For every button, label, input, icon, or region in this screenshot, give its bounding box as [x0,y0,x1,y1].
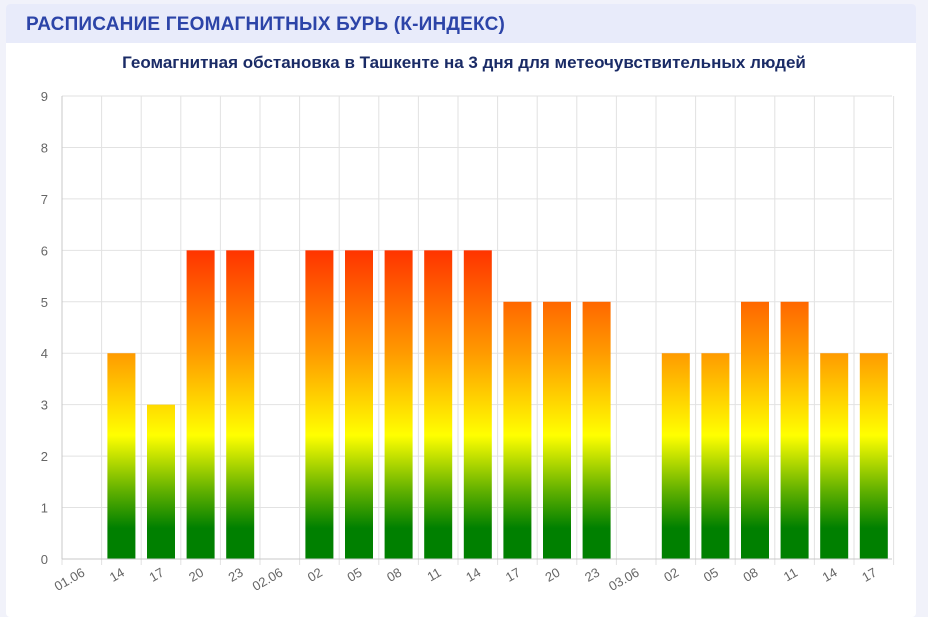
x-tick-label: 08 [740,565,760,585]
x-tick-label: 05 [701,565,721,585]
y-tick-label: 1 [41,501,48,516]
y-tick-label: 5 [41,295,48,310]
x-tick-label: 20 [542,565,562,585]
bar[interactable] [384,250,413,560]
bar[interactable] [147,404,175,559]
x-tick-label: 17 [146,565,166,585]
bar[interactable] [582,301,611,559]
chart-title: Геомагнитная обстановка в Ташкенте на 3 … [122,53,806,72]
x-tick-label: 03.06 [606,565,642,594]
y-tick-label: 7 [41,192,48,207]
y-tick-label: 0 [41,552,48,567]
bar[interactable] [226,250,255,560]
x-tick-label: 01.06 [52,565,88,594]
x-tick-label: 14 [820,565,840,585]
x-tick-label: 02 [305,565,325,585]
bar[interactable] [305,250,334,560]
bar[interactable] [543,301,571,559]
y-axis: 0 1 2 3 4 5 6 7 8 9 [41,89,63,567]
bar[interactable] [661,353,690,559]
y-tick-label: 4 [41,346,48,361]
x-tick-label: 05 [344,565,364,585]
bar[interactable] [859,353,888,559]
x-tick-label: 17 [503,565,523,585]
bar[interactable] [345,250,373,560]
y-tick-label: 9 [41,89,48,104]
y-tick-label: 2 [41,449,48,464]
y-tick-label: 8 [41,140,48,155]
x-tick-label: 23 [582,565,602,585]
page-title: РАСПИСАНИЕ ГЕОМАГНИТНЫХ БУРЬ (К-ИНДЕКС) [26,14,506,35]
page-header: РАСПИСАНИЕ ГЕОМАГНИТНЫХ БУРЬ (К-ИНДЕКС) [6,4,916,43]
x-tick-label: 17 [859,565,879,585]
bar[interactable] [107,353,136,559]
bar[interactable] [741,301,769,559]
bar[interactable] [820,353,849,559]
bar[interactable] [424,250,453,560]
bar[interactable] [701,353,730,559]
y-tick-label: 3 [41,398,48,413]
x-tick-label: 14 [463,565,483,585]
x-tick-label: 08 [384,565,404,585]
x-axis: 01.06 14 17 20 23 02.06 02 05 08 11 14 17 20 23 03.06 0… [52,558,892,594]
x-tick-label: 02 [661,565,681,585]
x-tick-label: 11 [781,565,800,585]
x-tick-label: 23 [226,565,246,585]
bar[interactable] [463,250,492,560]
bar[interactable] [186,250,215,560]
x-tick-label: 11 [425,565,444,585]
bar[interactable] [503,301,532,559]
y-tick-label: 6 [41,243,48,258]
x-tick-label: 02.06 [250,565,286,594]
bar[interactable] [780,301,809,559]
x-tick-label: 14 [107,565,127,585]
bars [107,250,888,560]
x-tick-label: 20 [186,565,206,585]
